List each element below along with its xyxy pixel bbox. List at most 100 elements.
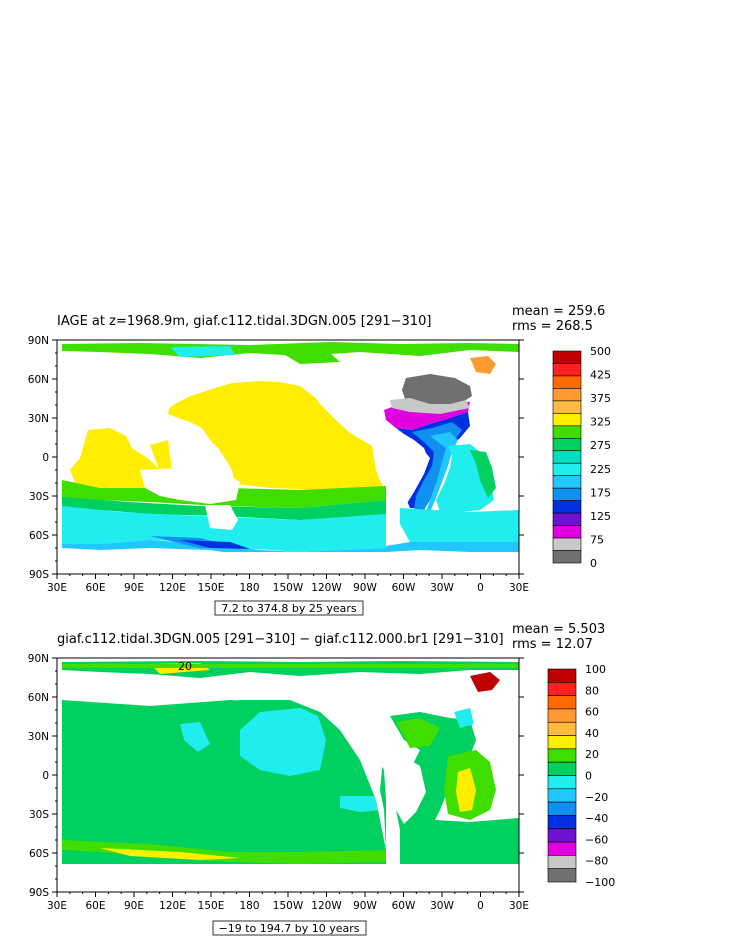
colorbar-swatch bbox=[547, 868, 577, 883]
y-tick-label: 0 bbox=[42, 452, 49, 464]
panel-2: giaf.c112.tidal.3DGN.005 [291−310] − gia… bbox=[28, 622, 615, 936]
panel-1-colorbar: 500 425 375 325 275 225 175 125 75 0 bbox=[552, 345, 611, 570]
colorbar-label: 325 bbox=[590, 416, 611, 429]
colorbar-swatch bbox=[547, 761, 577, 776]
x-tick-label: 30E bbox=[509, 582, 529, 594]
colorbar-swatch bbox=[552, 413, 582, 427]
colorbar-swatch bbox=[552, 450, 582, 464]
colorbar-swatch bbox=[547, 815, 577, 830]
colorbar-swatch bbox=[552, 425, 582, 439]
panel-1-contour-note: 7.2 to 374.8 by 25 years bbox=[221, 602, 357, 615]
colorbar-label: −40 bbox=[585, 812, 608, 825]
colorbar-swatch bbox=[552, 363, 582, 377]
colorbar-swatch bbox=[552, 537, 582, 551]
x-tick-label: 60E bbox=[86, 900, 106, 912]
x-tick-label: 150W bbox=[273, 582, 304, 594]
x-tick-label: 150E bbox=[198, 900, 225, 912]
x-tick-label: 60W bbox=[392, 582, 416, 594]
panel-2-map-field bbox=[62, 661, 519, 892]
colorbar-swatch bbox=[547, 775, 577, 790]
colorbar-swatch bbox=[552, 512, 582, 526]
y-tick-label: 60N bbox=[28, 692, 49, 704]
colorbar-label: 500 bbox=[590, 345, 611, 358]
panel-2-x-axis: 30E 60E 90E 120E 150E 180 150W 120W 90W 60W 30W 0 30… bbox=[47, 892, 529, 912]
y-tick-label: 60S bbox=[29, 530, 49, 542]
colorbar-label: 80 bbox=[585, 684, 599, 697]
x-tick-label: 0 bbox=[477, 900, 484, 912]
colorbar-swatch bbox=[552, 388, 582, 402]
colorbar-label: 75 bbox=[590, 533, 604, 546]
colorbar-swatch bbox=[547, 748, 577, 763]
panel-1-x-axis: 30E 60E 90E 120E 150E 180 150W 120W 90W 60W 30W 0 30… bbox=[47, 574, 529, 594]
colorbar-label: 175 bbox=[590, 486, 611, 499]
x-tick-label: 0 bbox=[477, 582, 484, 594]
panel-1-y-axis: 90N 60N 30N 0 30S 60S 90S bbox=[28, 335, 524, 581]
panel-2-y-axis: 90N 60N 30N 0 30S 60S 90S bbox=[28, 653, 524, 899]
colorbar-label: 60 bbox=[585, 706, 599, 719]
colorbar-swatch bbox=[547, 841, 577, 856]
colorbar-label: 0 bbox=[590, 557, 597, 570]
x-tick-label: 120W bbox=[311, 900, 342, 912]
colorbar-label: −20 bbox=[585, 791, 608, 804]
panel-2-contour-label: 20 bbox=[178, 660, 192, 673]
colorbar-label: −100 bbox=[585, 876, 615, 889]
colorbar-swatch bbox=[552, 500, 582, 514]
colorbar-swatch bbox=[547, 695, 577, 710]
x-tick-label: 120E bbox=[159, 582, 186, 594]
colorbar-swatch bbox=[547, 801, 577, 816]
colorbar-swatch bbox=[552, 437, 582, 452]
x-tick-label: 30E bbox=[509, 900, 529, 912]
colorbar-label: 275 bbox=[590, 439, 611, 452]
panel-2-contour-note-box bbox=[212, 920, 367, 936]
x-tick-label: 120W bbox=[311, 582, 342, 594]
y-tick-label: 60S bbox=[29, 848, 49, 860]
panel-1-rms: rms = 268.5 bbox=[512, 319, 593, 334]
colorbar-swatch bbox=[552, 475, 582, 489]
colorbar-label: −60 bbox=[585, 833, 608, 846]
colorbar-label: 425 bbox=[590, 369, 611, 382]
y-tick-label: 90N bbox=[28, 653, 49, 665]
y-tick-label: 0 bbox=[42, 770, 49, 782]
x-tick-label: 150E bbox=[198, 582, 225, 594]
panel-2-rms: rms = 12.07 bbox=[512, 637, 593, 652]
x-tick-label: 120E bbox=[159, 900, 186, 912]
colorbar-label: 40 bbox=[585, 727, 599, 740]
y-tick-label: 30S bbox=[29, 491, 49, 503]
colorbar-swatch bbox=[552, 525, 582, 539]
x-tick-label: 90E bbox=[124, 900, 144, 912]
panel-2-title: giaf.c112.tidal.3DGN.005 [291−310] − gia… bbox=[57, 632, 504, 647]
colorbar-swatch bbox=[552, 487, 582, 501]
panel-1: IAGE at z=1968.9m, giaf.c112.tidal.3DGN.… bbox=[28, 304, 611, 616]
colorbar-swatch bbox=[547, 788, 577, 803]
y-tick-label: 30N bbox=[28, 413, 49, 425]
panel-1-mean: mean = 259.6 bbox=[512, 304, 605, 319]
colorbar-swatch bbox=[552, 462, 582, 477]
x-tick-label: 60E bbox=[86, 582, 106, 594]
colorbar-swatch bbox=[552, 350, 582, 364]
colorbar-label: 0 bbox=[585, 770, 592, 783]
x-tick-label: 30W bbox=[430, 900, 454, 912]
y-tick-label: 90N bbox=[28, 335, 49, 347]
y-tick-label: 30N bbox=[28, 731, 49, 743]
colorbar-swatch bbox=[552, 375, 582, 389]
colorbar-swatch bbox=[547, 668, 577, 683]
x-tick-label: 180 bbox=[239, 900, 259, 912]
panel-1-title: IAGE at z=1968.9m, giaf.c112.tidal.3DGN.… bbox=[57, 314, 431, 329]
x-tick-label: 30E bbox=[47, 582, 67, 594]
colorbar-label: 125 bbox=[590, 510, 611, 523]
colorbar-label: 20 bbox=[585, 748, 599, 761]
colorbar-swatch bbox=[552, 550, 582, 564]
colorbar-swatch bbox=[547, 855, 577, 869]
colorbar-label: −80 bbox=[585, 855, 608, 868]
y-tick-label: 30S bbox=[29, 809, 49, 821]
x-tick-label: 90E bbox=[124, 582, 144, 594]
colorbar-swatch bbox=[547, 828, 577, 843]
colorbar-label: 225 bbox=[590, 463, 611, 476]
panel-2-mean: mean = 5.503 bbox=[512, 622, 605, 637]
colorbar-label: 100 bbox=[585, 663, 606, 676]
colorbar-swatch bbox=[547, 721, 577, 736]
x-tick-label: 90W bbox=[353, 582, 377, 594]
x-tick-label: 150W bbox=[273, 900, 304, 912]
y-tick-label: 90S bbox=[29, 569, 49, 581]
